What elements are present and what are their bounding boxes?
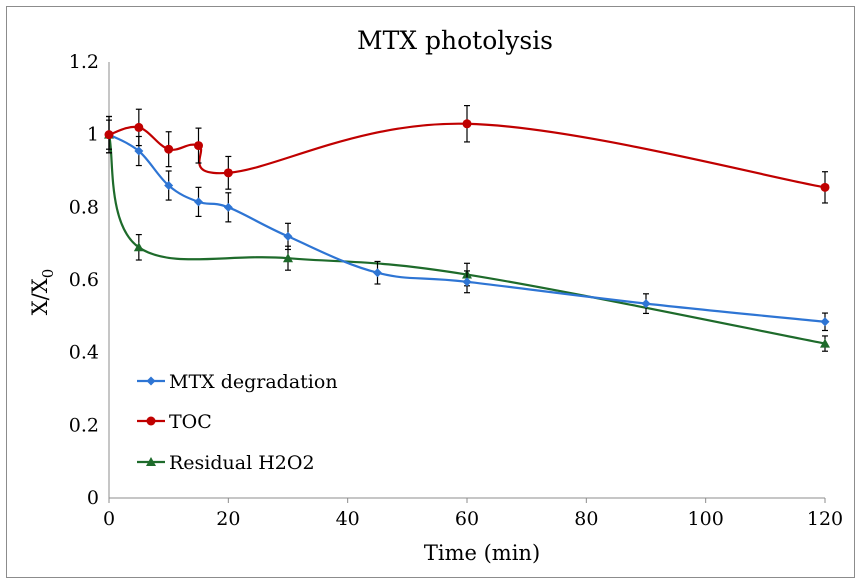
x-tick-label: 40 [336, 508, 360, 530]
series-line [108, 133, 826, 323]
series-mtx-degradation [104, 119, 830, 332]
y-tick-label: 0.6 [69, 269, 99, 291]
data-point [164, 144, 174, 154]
data-point [462, 119, 472, 129]
legend-marker [146, 457, 156, 466]
series-layer [104, 104, 830, 352]
y-axis-label-sub: 0 [39, 269, 57, 279]
data-point [820, 317, 830, 327]
chart-frame: MTX photolysis 0 0.2 0.4 0.6 0.8 1 1.2 0 20 40 60 8… [6, 6, 855, 578]
legend-label: MTX degradation [169, 371, 338, 393]
x-tick-label: 0 [103, 508, 115, 530]
y-tick-label: 1 [87, 124, 99, 146]
data-point [104, 130, 114, 140]
data-point [373, 268, 382, 278]
legend-item: MTX degradation [137, 371, 338, 393]
chart-title: MTX photolysis [357, 26, 553, 55]
axes: 0 0.2 0.4 0.6 0.8 1 1.2 0 20 40 60 80 100 120 [69, 51, 843, 530]
y-tick-label: 0.8 [69, 196, 99, 218]
data-point [641, 299, 651, 309]
data-point [223, 202, 233, 212]
y-axis-label-main: X/X [28, 278, 52, 315]
data-point [194, 141, 203, 151]
x-tick-label: 100 [688, 508, 724, 530]
x-tick-label: 60 [455, 508, 479, 530]
legend-marker [146, 416, 156, 426]
y-tick-label: 0.4 [69, 342, 99, 364]
legend-label: Residual H2O2 [169, 452, 315, 474]
series-line [107, 134, 826, 345]
chart-canvas: MTX photolysis 0 0.2 0.4 0.6 0.8 1 1.2 0 20 40 60 8… [28, 26, 843, 565]
y-tick-label: 0.2 [69, 414, 99, 436]
data-point [223, 168, 233, 178]
data-point [820, 338, 830, 348]
x-tick-label: 80 [574, 508, 598, 530]
x-tick-label: 120 [807, 508, 843, 530]
y-axis-label-group: X/X0 [28, 269, 57, 316]
legend: MTX degradation TOC Residual H2O2 [137, 371, 338, 474]
legend-label: TOC [169, 411, 212, 433]
data-point [134, 122, 144, 132]
data-point [164, 181, 174, 191]
data-point [194, 197, 203, 207]
y-tick-label: 0 [87, 487, 99, 509]
data-point [134, 146, 144, 156]
x-axis-label: Time (min) [424, 541, 540, 565]
data-point [283, 231, 293, 241]
legend-item: Residual H2O2 [137, 452, 315, 474]
data-point [283, 253, 293, 263]
data-point [133, 242, 144, 252]
y-tick-label: 1.2 [69, 51, 99, 73]
x-tick-label: 20 [216, 508, 240, 530]
series-toc [104, 104, 830, 204]
data-point [462, 277, 472, 287]
series-residual-h2o2 [104, 115, 830, 352]
data-point [820, 182, 830, 192]
y-axis-label: X/X0 [28, 269, 57, 316]
legend-marker [146, 376, 156, 386]
legend-item: TOC [137, 411, 212, 433]
